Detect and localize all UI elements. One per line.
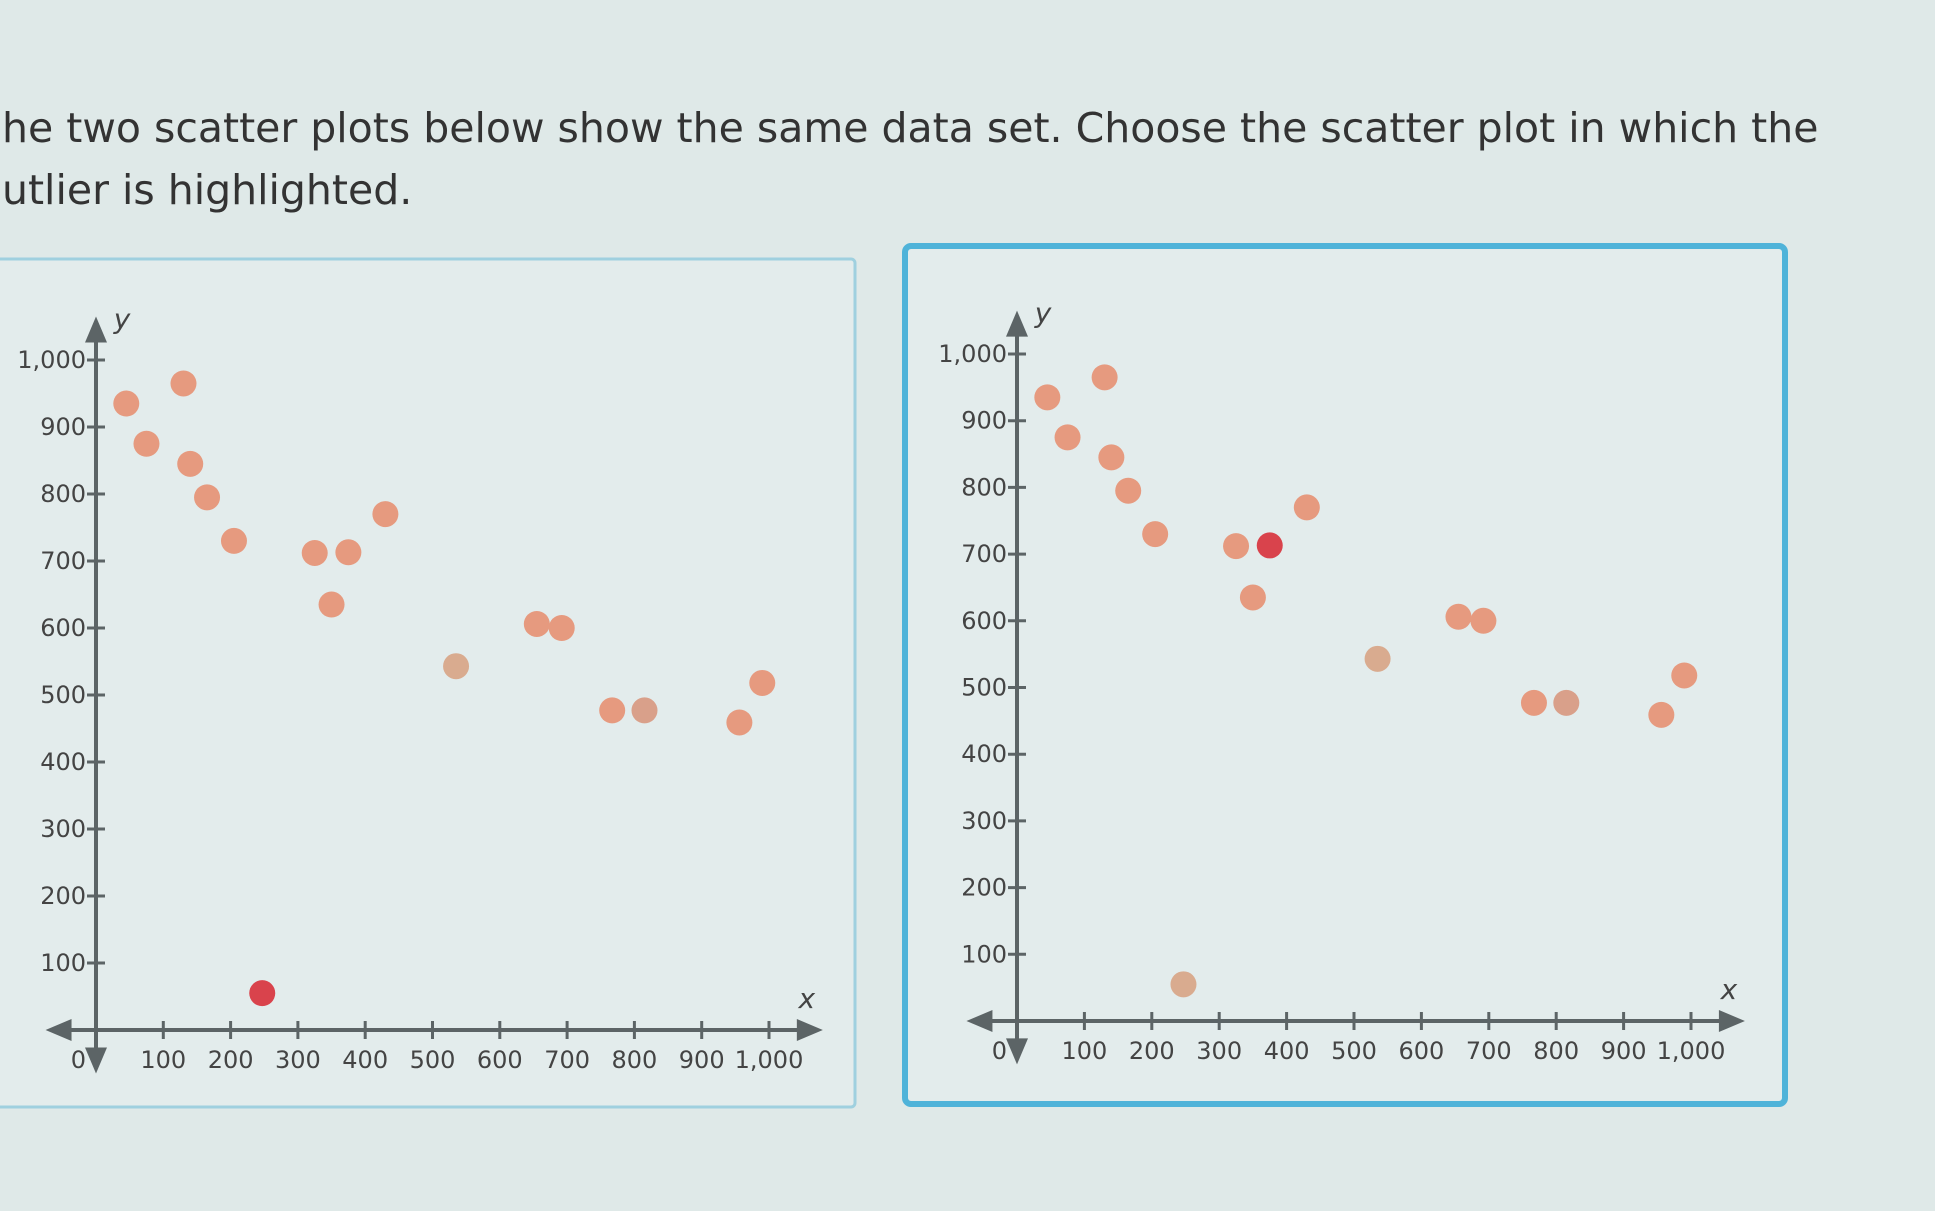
x-tick-label: 900 xyxy=(679,1046,725,1074)
data-point xyxy=(1470,607,1497,634)
x-tick-label: 100 xyxy=(1061,1037,1107,1065)
data-point xyxy=(249,980,276,1007)
data-point xyxy=(372,501,399,528)
x-tick-label: 600 xyxy=(1398,1037,1444,1065)
data-point xyxy=(194,484,221,511)
data-point xyxy=(170,370,197,397)
y-tick-label: 700 xyxy=(961,540,1007,568)
axis-arrow xyxy=(85,1047,107,1074)
data-point xyxy=(133,430,160,457)
data-point xyxy=(1293,494,1320,521)
y-tick-label: 300 xyxy=(40,815,86,843)
data-point xyxy=(177,450,204,477)
question-line: he two scatter plots below show the same… xyxy=(2,104,1818,152)
data-point xyxy=(548,615,575,641)
data-point xyxy=(1520,689,1547,716)
y-tick-label: 800 xyxy=(961,473,1007,501)
data-point xyxy=(318,591,345,618)
data-point xyxy=(1034,384,1061,411)
y-tick-label: 600 xyxy=(40,614,86,642)
data-point xyxy=(1256,532,1283,559)
y-tick-label: 500 xyxy=(961,674,1007,702)
x-tick-label: 200 xyxy=(208,1046,254,1074)
data-point xyxy=(335,539,362,566)
axis-arrow xyxy=(1718,1010,1745,1032)
y-tick-label: 900 xyxy=(40,413,86,441)
data-point xyxy=(1445,603,1472,630)
y-tick-label: 900 xyxy=(961,407,1007,435)
y-tick-label: 400 xyxy=(961,740,1007,768)
data-point xyxy=(726,709,753,736)
x-tick-label: 500 xyxy=(410,1046,456,1074)
x-tick-label: 600 xyxy=(477,1046,523,1074)
choice-panel[interactable] xyxy=(0,257,857,1109)
y-tick-label: 1,000 xyxy=(938,340,1007,368)
x-tick-label: 400 xyxy=(342,1046,388,1074)
axis-arrow xyxy=(85,316,107,343)
x-tick-label: 300 xyxy=(1196,1037,1242,1065)
y-tick-label: 300 xyxy=(961,807,1007,835)
y-tick-label: 500 xyxy=(40,681,86,709)
data-point xyxy=(1054,424,1081,451)
data-point xyxy=(523,610,550,637)
data-point xyxy=(1553,689,1580,716)
axis-arrow xyxy=(1006,1038,1028,1065)
question-line: utlier is highlighted. xyxy=(2,166,412,214)
y-tick-label: 400 xyxy=(40,748,86,776)
y-tick-label: 100 xyxy=(40,949,86,977)
data-point xyxy=(1142,521,1169,548)
x-tick-label: 700 xyxy=(544,1046,590,1074)
y-tick-label: 800 xyxy=(40,480,86,508)
x-tick-label: 800 xyxy=(1533,1037,1579,1065)
data-point xyxy=(1671,662,1698,689)
x-tick-label: 300 xyxy=(275,1046,321,1074)
data-point xyxy=(1364,645,1391,672)
data-point xyxy=(749,669,776,696)
x-tick-label: 200 xyxy=(1129,1037,1175,1065)
x-tick-label: 500 xyxy=(1331,1037,1377,1065)
x-tick-label: 1,000 xyxy=(1657,1037,1726,1065)
x-axis-label: x xyxy=(1720,973,1738,1006)
choice-panel-selected[interactable] xyxy=(902,243,1788,1107)
data-point xyxy=(1648,701,1675,728)
x-tick-label: 100 xyxy=(140,1046,186,1074)
data-point xyxy=(1239,584,1266,611)
data-point xyxy=(301,539,328,566)
data-point xyxy=(220,527,247,554)
y-axis-label: y xyxy=(113,302,131,335)
x-tick-label: 0 xyxy=(992,1037,1007,1065)
x-tick-label: 900 xyxy=(1601,1037,1647,1065)
axis-arrow xyxy=(1006,310,1028,337)
y-tick-label: 100 xyxy=(961,940,1007,968)
axis-arrow xyxy=(796,1019,823,1041)
data-point xyxy=(1098,444,1125,471)
data-point xyxy=(1091,364,1118,391)
x-tick-label: 1,000 xyxy=(735,1046,804,1074)
data-point xyxy=(113,390,140,417)
x-axis-label: x xyxy=(798,982,816,1015)
x-tick-label: 800 xyxy=(611,1046,657,1074)
data-point xyxy=(599,697,626,724)
y-tick-label: 700 xyxy=(40,547,86,575)
data-point xyxy=(1115,477,1142,504)
data-point xyxy=(631,697,658,724)
y-tick-label: 600 xyxy=(961,607,1007,635)
data-point xyxy=(443,653,470,680)
y-tick-label: 200 xyxy=(40,882,86,910)
axis-arrow xyxy=(45,1019,72,1041)
x-tick-label: 700 xyxy=(1466,1037,1512,1065)
y-axis-label: y xyxy=(1034,297,1052,330)
y-tick-label: 200 xyxy=(961,874,1007,902)
y-tick-label: 1,000 xyxy=(17,346,86,374)
axis-arrow xyxy=(966,1010,993,1032)
x-tick-label: 0 xyxy=(71,1046,86,1074)
data-point xyxy=(1170,971,1197,998)
x-tick-label: 400 xyxy=(1264,1037,1310,1065)
data-point xyxy=(1223,533,1250,560)
